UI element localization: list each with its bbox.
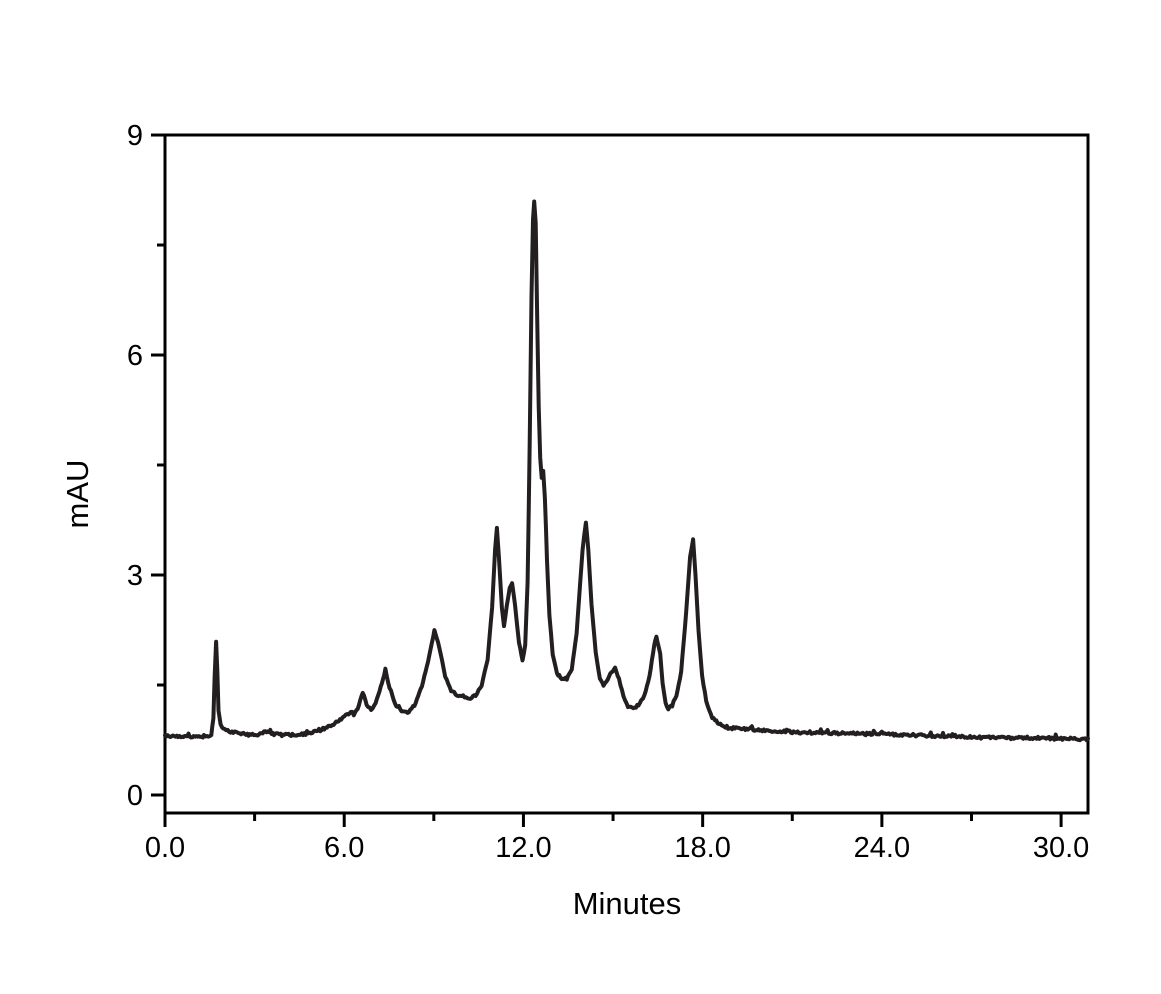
plot-frame <box>163 133 1090 815</box>
y-axis-title: mAU <box>60 460 95 529</box>
y-tick-label: 6 <box>127 340 143 372</box>
y-axis-ticks <box>151 133 165 797</box>
chromatogram-trace <box>163 199 1090 743</box>
x-tick-label: 24.0 <box>854 832 910 864</box>
x-tick-label: 0.0 <box>145 832 185 864</box>
x-axis-title: Minutes <box>573 886 682 921</box>
y-tick-label: 9 <box>127 120 143 152</box>
y-axis-tick-labels: 0 3 6 9 <box>127 120 143 812</box>
x-tick-label: 12.0 <box>495 832 551 864</box>
x-axis-tick-labels: 0.0 6.0 12.0 18.0 24.0 30.0 <box>145 832 1089 864</box>
x-axis-ticks <box>163 813 1063 827</box>
x-tick-label: 6.0 <box>324 832 364 864</box>
y-tick-label: 0 <box>127 780 143 812</box>
y-tick-label: 3 <box>127 560 143 592</box>
x-tick-label: 18.0 <box>674 832 730 864</box>
x-tick-label: 30.0 <box>1033 832 1089 864</box>
